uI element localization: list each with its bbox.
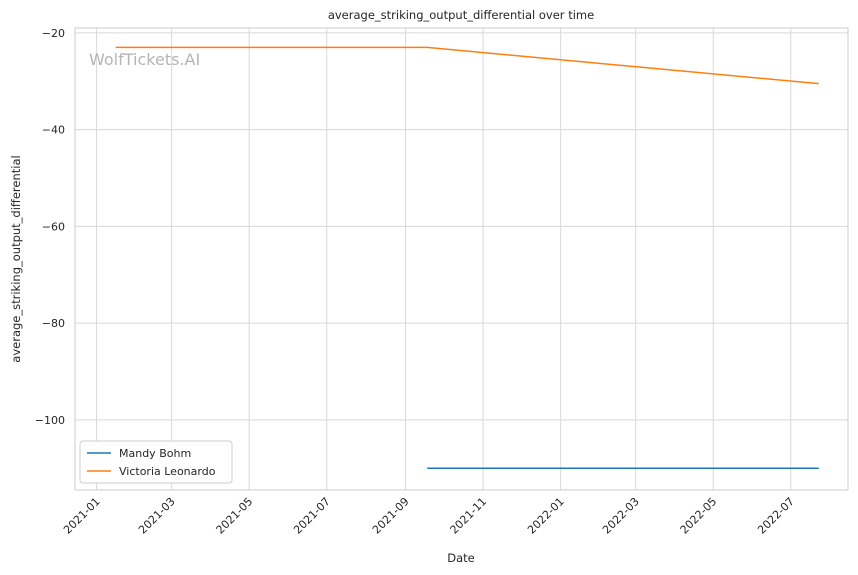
legend-label-victoria-leonardo: Victoria Leonardo — [119, 465, 216, 478]
series-line-victoria-leonardo — [115, 46, 819, 85]
x-tick-label: 2021-07 — [291, 495, 333, 537]
y-tick-label: −40 — [42, 124, 65, 137]
y-axis-title: average_striking_output_differential — [9, 155, 23, 362]
grid-lines — [75, 28, 848, 490]
x-tick-label: 2022-01 — [525, 495, 567, 537]
x-tick-label: 2021-03 — [136, 495, 178, 537]
y-tick-label: −100 — [35, 414, 65, 427]
x-tick-label: 2021-05 — [214, 495, 256, 537]
y-tick-label: −20 — [42, 27, 65, 40]
y-tick-label: −80 — [42, 317, 65, 330]
x-tick-label: 2021-11 — [448, 495, 490, 537]
x-tick-label: 2021-01 — [61, 495, 103, 537]
x-tick-label: 2021-09 — [370, 495, 412, 537]
x-tick-label: 2022-05 — [678, 495, 720, 537]
watermark-text: WolfTickets.AI — [89, 50, 200, 69]
y-tick-label: −60 — [42, 220, 65, 233]
chart-title: average_striking_output_differential ove… — [328, 8, 594, 22]
legend-label-mandy-bohm: Mandy Bohm — [119, 447, 191, 460]
x-axis-title: Date — [447, 551, 475, 565]
plot-area — [75, 28, 848, 490]
plot-frame — [74, 27, 849, 491]
series-lines — [115, 46, 819, 469]
legend-box — [79, 440, 233, 484]
legend: Mandy Bohm Victoria Leonardo — [79, 440, 233, 484]
x-tick-label: 2022-03 — [600, 495, 642, 537]
x-tick-label: 2022-07 — [755, 495, 797, 537]
